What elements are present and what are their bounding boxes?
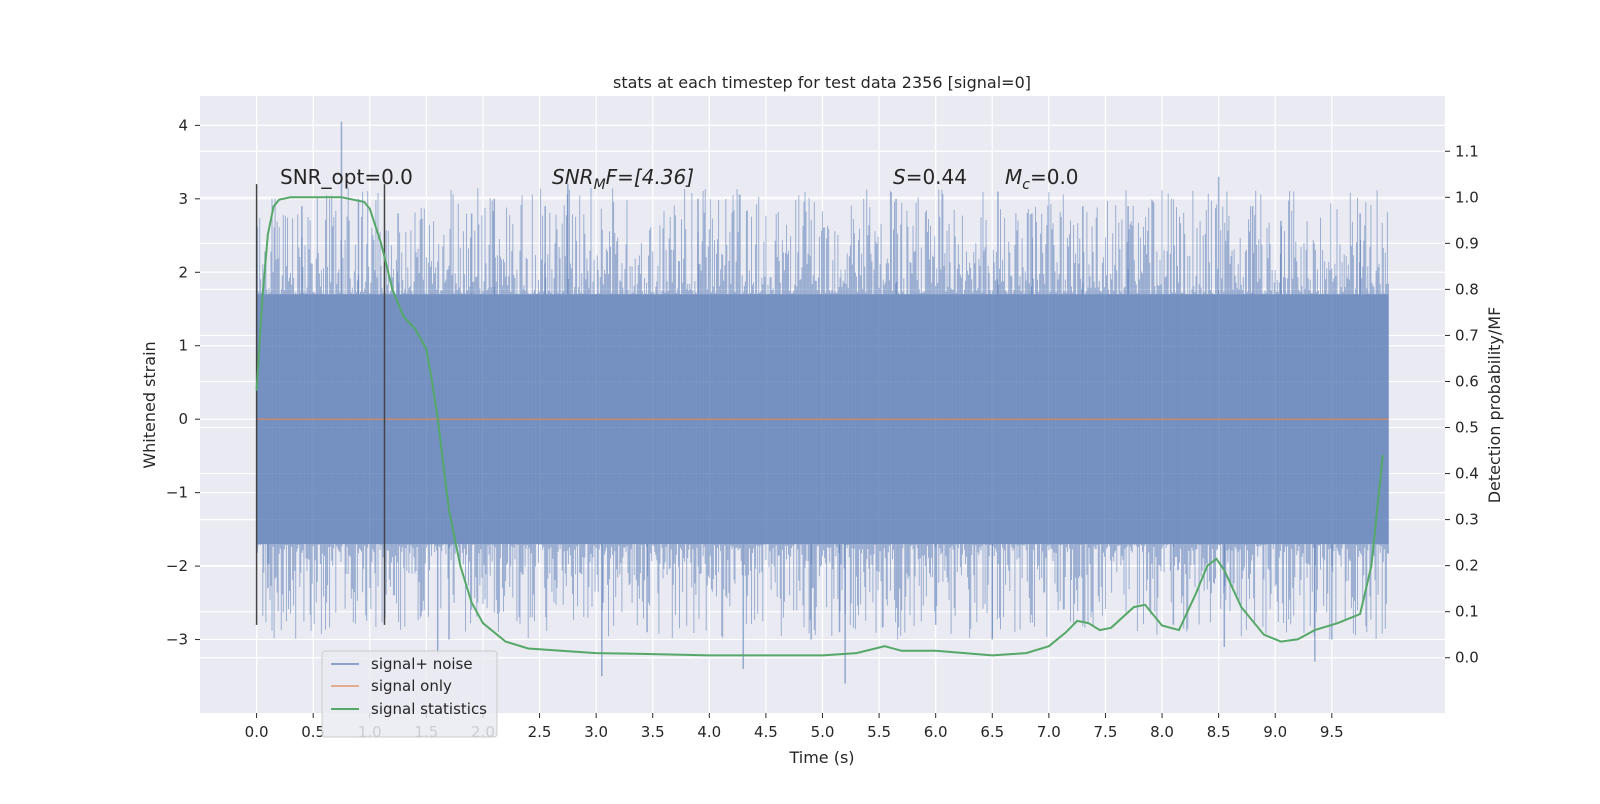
y2-tick-label: 1.1	[1455, 142, 1479, 160]
y2-tick-label: 0.7	[1455, 326, 1479, 344]
y-tick-label: 3	[178, 190, 188, 208]
x-tick-label: 7.5	[1094, 723, 1118, 741]
x-tick-label: 4.0	[697, 723, 721, 741]
x-tick-label: 4.5	[754, 723, 778, 741]
y-tick-label: −2	[166, 557, 188, 575]
legend-label-statistics: signal statistics	[371, 700, 487, 718]
x-tick-label: 6.0	[924, 723, 948, 741]
y2-tick-label: 0.5	[1455, 419, 1479, 437]
y2-tick-label: 0.9	[1455, 234, 1479, 252]
annotation-s: S=0.44	[893, 165, 967, 189]
annotation-snr-opt: SNR_opt=0.0	[280, 165, 413, 189]
statistics-line	[255, 196, 1384, 657]
mc-value: =0.0	[1030, 165, 1079, 189]
snr-mf-value: F=[4.36]	[606, 165, 694, 189]
x-tick-label: 2.5	[528, 723, 552, 741]
x-axis-title: Time (s)	[788, 748, 854, 767]
y-axis-title: Whitened strain	[140, 341, 159, 468]
annotation-snr-mf: SNRMF=[4.36]	[552, 165, 694, 193]
x-tick-label: 6.5	[980, 723, 1004, 741]
y2-tick-label: 0.0	[1455, 649, 1479, 667]
y2-tick-label: 0.6	[1455, 372, 1479, 390]
legend-box	[321, 650, 498, 738]
x-tick-label: 0.0	[245, 723, 269, 741]
x-axis-ticks: 0.00.51.01.52.02.53.03.54.04.55.05.56.06…	[245, 713, 1344, 741]
y-axis-ticks: 4 3 2 1 0 −1 −2 −3	[166, 116, 200, 649]
x-tick-label: 5.5	[867, 723, 891, 741]
signal-statistics-series	[255, 196, 1384, 657]
snr-mf-sub: M	[594, 177, 606, 193]
x-tick-label: 7.0	[1037, 723, 1061, 741]
s-value: =0.44	[906, 165, 967, 189]
mc-label: M	[1005, 165, 1022, 189]
y-tick-label: 1	[178, 337, 188, 355]
mc-sub: c	[1022, 177, 1030, 193]
y2-tick-label: 0.1	[1455, 603, 1479, 621]
y2-tick-label: 0.8	[1455, 280, 1479, 298]
y-tick-label: −1	[166, 484, 188, 502]
y2-tick-label: 0.4	[1455, 465, 1479, 483]
y2-tick-label: 1.0	[1455, 188, 1479, 206]
y2-axis-ticks: 1.1 1.0 0.9 0.8 0.7 0.6 0.5 0.4 0.3 0.2 0.1 0.0	[1445, 142, 1479, 667]
y2-tick-label: 0.2	[1455, 557, 1479, 575]
legend-label-noise: signal+ noise	[371, 655, 473, 673]
y-tick-label: 0	[178, 410, 188, 428]
x-tick-label: 9.5	[1320, 723, 1344, 741]
y-tick-label: −3	[166, 631, 188, 649]
s-label: S	[893, 165, 906, 189]
y2-tick-label: 0.3	[1455, 511, 1479, 529]
x-tick-label: 8.0	[1150, 723, 1174, 741]
legend: signal+ noise signal only signal statist…	[321, 650, 498, 738]
y-tick-label: 2	[178, 263, 188, 281]
x-tick-label: 9.0	[1263, 723, 1287, 741]
y2-axis-title: Detection probability/MF	[1485, 307, 1504, 504]
snr-mf-label: SNR	[552, 165, 594, 189]
x-tick-label: 5.0	[811, 723, 835, 741]
annotation-mc: Mc=0.0	[1005, 165, 1079, 193]
y-tick-label: 4	[178, 116, 188, 134]
x-tick-label: 0.5	[301, 723, 325, 741]
x-tick-label: 8.5	[1207, 723, 1231, 741]
x-tick-label: 3.0	[584, 723, 608, 741]
legend-label-signal-only: signal only	[371, 677, 452, 695]
x-tick-label: 3.5	[641, 723, 665, 741]
chart-title: stats at each timestep for test data 235…	[613, 73, 1031, 92]
